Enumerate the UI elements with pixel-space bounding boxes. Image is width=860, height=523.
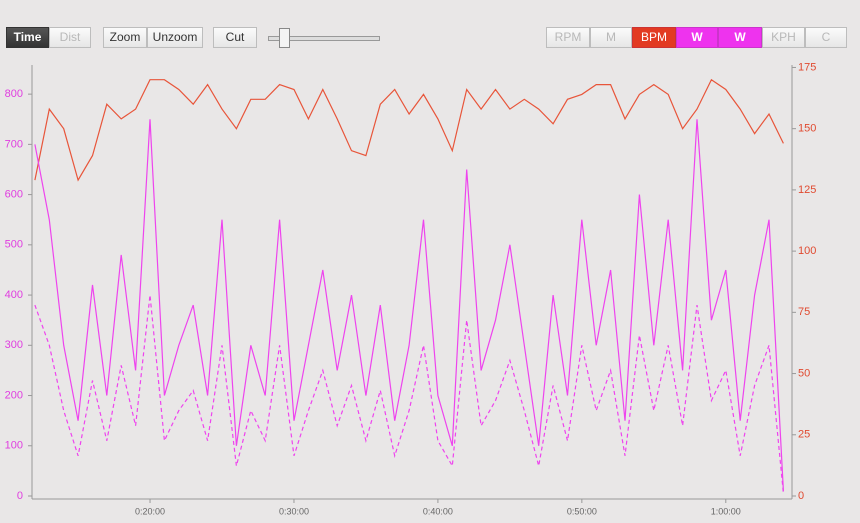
kph-button[interactable]: KPH	[762, 27, 805, 48]
unzoom-button[interactable]: Unzoom	[147, 27, 203, 48]
y2-tick-label: 0	[798, 490, 804, 502]
w-button[interactable]: W	[718, 27, 762, 48]
y-tick-label: 400	[5, 289, 23, 301]
c-button[interactable]: C	[805, 27, 847, 48]
x-tick-label: 0:40:00	[423, 506, 453, 516]
y2-tick-label: 25	[798, 429, 810, 441]
rpm-button[interactable]: RPM	[546, 27, 590, 48]
dist-button[interactable]: Dist	[49, 27, 91, 48]
cut-button[interactable]: Cut	[213, 27, 257, 48]
m-button[interactable]: M	[590, 27, 632, 48]
y-tick-label: 0	[17, 490, 23, 502]
y-tick-label: 100	[5, 440, 23, 452]
y2-tick-label: 50	[798, 367, 810, 379]
w-button[interactable]: W	[676, 27, 718, 48]
y-tick-label: 200	[5, 389, 23, 401]
slider-thumb[interactable]	[279, 28, 290, 48]
x-tick-label: 0:30:00	[279, 506, 309, 516]
bpm-button[interactable]: BPM	[632, 27, 676, 48]
y-tick-label: 600	[5, 189, 23, 201]
y2-tick-label: 75	[798, 306, 810, 318]
series-line	[34, 295, 784, 494]
y2-tick-label: 175	[798, 61, 816, 73]
zoom-button[interactable]: Zoom	[103, 27, 147, 48]
y-tick-label: 300	[5, 339, 23, 351]
y-tick-label: 800	[5, 88, 23, 100]
time-button[interactable]: Time	[6, 27, 49, 48]
x-tick-label: 0:20:00	[135, 506, 165, 516]
slider-track	[268, 36, 380, 41]
series-line	[34, 78, 784, 182]
y-tick-label: 700	[5, 138, 23, 150]
y2-tick-label: 100	[798, 245, 816, 257]
y-tick-label: 500	[5, 239, 23, 251]
x-tick-label: 1:00:00	[711, 506, 741, 516]
y2-tick-label: 125	[798, 184, 816, 196]
x-tick-label: 0:50:00	[567, 506, 597, 516]
series-line	[34, 119, 784, 492]
y2-tick-label: 150	[798, 123, 816, 135]
